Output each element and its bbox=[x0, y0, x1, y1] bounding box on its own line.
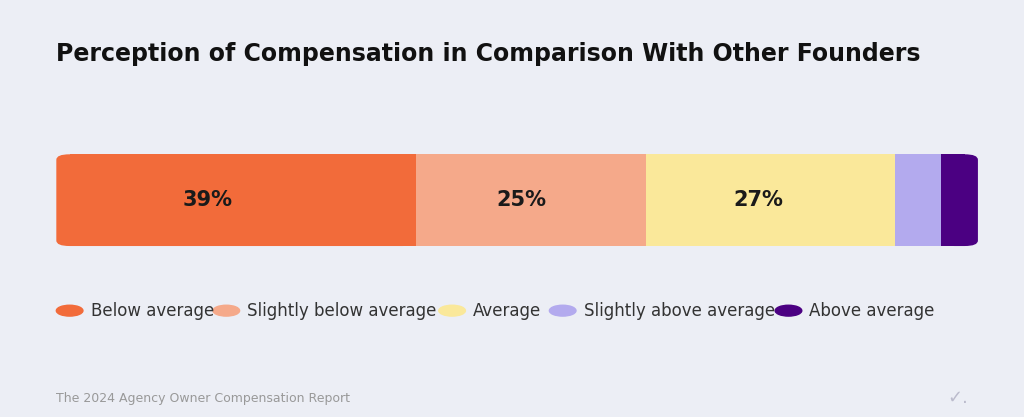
Text: Below average: Below average bbox=[90, 301, 214, 320]
Circle shape bbox=[56, 305, 83, 316]
Text: Perception of Compensation in Comparison With Other Founders: Perception of Compensation in Comparison… bbox=[56, 42, 921, 66]
Circle shape bbox=[438, 305, 465, 316]
Circle shape bbox=[775, 305, 802, 316]
FancyBboxPatch shape bbox=[56, 154, 416, 246]
Bar bbox=[70, 154, 416, 246]
Text: The 2024 Agency Owner Compensation Report: The 2024 Agency Owner Compensation Repor… bbox=[56, 392, 350, 405]
Bar bbox=[646, 154, 895, 246]
Text: ✓.: ✓. bbox=[947, 389, 968, 407]
Circle shape bbox=[549, 305, 575, 316]
Bar bbox=[895, 154, 941, 246]
Text: 25%: 25% bbox=[497, 190, 547, 210]
Bar bbox=[941, 154, 965, 246]
Text: Average: Average bbox=[473, 301, 542, 320]
Text: Slightly below average: Slightly below average bbox=[248, 301, 436, 320]
Text: Slightly above average: Slightly above average bbox=[584, 301, 775, 320]
Bar bbox=[416, 154, 646, 246]
Text: 27%: 27% bbox=[733, 190, 783, 210]
FancyBboxPatch shape bbox=[941, 154, 978, 246]
Text: Above average: Above average bbox=[809, 301, 935, 320]
Circle shape bbox=[213, 305, 240, 316]
Text: 39%: 39% bbox=[182, 190, 232, 210]
